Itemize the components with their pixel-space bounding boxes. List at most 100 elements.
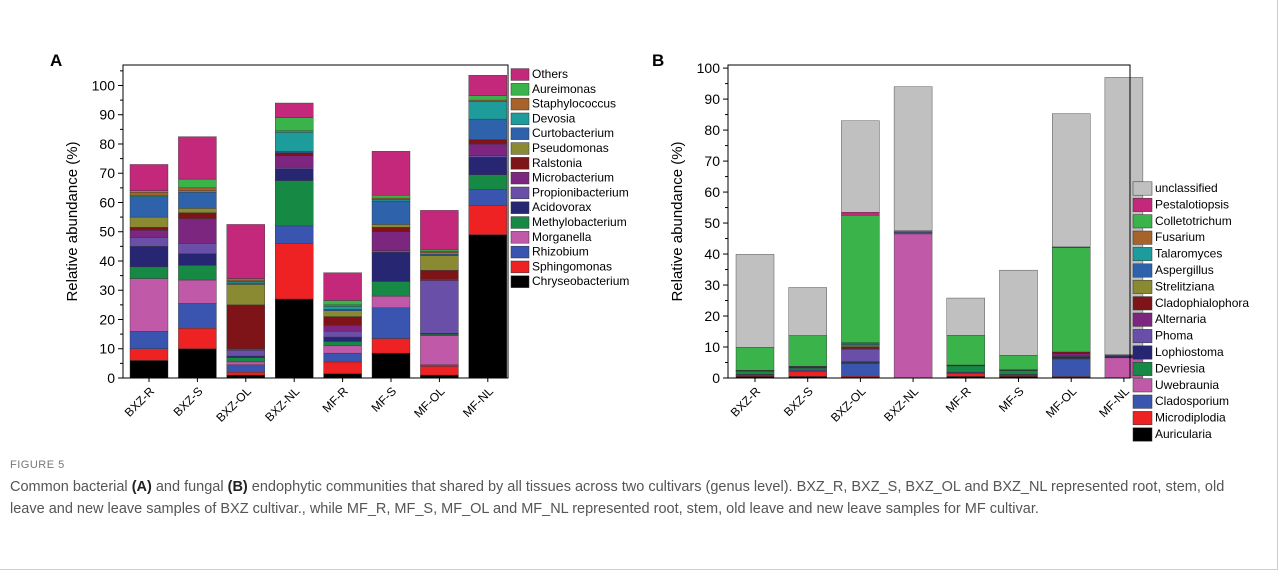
legend-label: Curtobacterium [532,126,614,140]
bar-segment [420,280,459,334]
legend-swatch [1132,411,1153,426]
legend-swatch [1132,361,1153,376]
y-tick-label: 50 [704,215,720,231]
bar-segment [275,180,314,227]
bar-segment [841,120,880,213]
legend-swatch [510,260,530,274]
bar-segment [129,192,169,196]
bar-segment [226,348,266,351]
bar-segment [129,330,169,349]
bar-segment [275,151,314,153]
figure-caption: Common bacterial (A) and fungal (B) endo… [10,476,1250,520]
legend-swatch [510,231,530,244]
caption-panel-ref-a: (A) [131,479,152,495]
bar-segment [468,174,507,190]
legend-label: Fusarium [1155,230,1205,244]
bar-segment [226,224,266,279]
bar-segment [371,352,411,379]
bar-segment [226,357,266,363]
bar-segment [323,361,362,374]
bar-segment [999,269,1038,356]
legend-swatch [1132,312,1153,327]
y-tick-label: 20 [99,311,115,327]
bar-segment [323,272,362,301]
bar-segment [468,205,507,235]
bar-segment [468,75,507,96]
y-tick-label: 60 [704,184,720,200]
bar-segment [178,348,217,379]
bar-segment [841,363,880,377]
bar-segment [841,348,880,362]
legend-label: Colletotrichum [1155,214,1232,228]
bar-segment [226,350,266,357]
bar-segment [946,365,985,373]
y-tick-label: 70 [704,153,720,169]
x-tick-label: BXZ-S [781,384,816,419]
bar-segment [1051,356,1091,359]
bar-segment [420,210,459,251]
x-tick-label: BXZ-R [728,384,764,420]
legend-label: unclassified [1155,181,1218,195]
legend-swatch [510,275,530,288]
x-tick-label: BXZ-S [171,384,206,419]
bar-segment [371,281,411,297]
legend-label: Aureimonas [532,82,596,96]
bar-segment [371,224,411,228]
bar-segment [735,347,775,371]
bar-segment [323,310,362,317]
legend-swatch [1132,230,1153,245]
legend: unclassified Pestalotiopsis Colletotrichum… [1132,181,1249,442]
legend-swatch [1132,394,1153,409]
bar-segment [999,355,1038,370]
legend-label: Staphylococcus [532,97,616,111]
y-tick-label: 0 [107,370,115,386]
x-tick-label: BXZ-OL [213,384,254,425]
bar-segment [129,227,169,231]
legend-label: Phoma [1155,329,1193,343]
y-tick-label: 90 [99,107,115,123]
bar-segment [946,297,985,336]
bar-segment [420,333,459,336]
bar-segment [788,370,827,373]
bar-segment [129,348,169,361]
bar-segment [178,303,217,329]
bar-segment [420,364,459,367]
bar-segment [226,282,266,285]
legend-swatch [1132,329,1153,344]
x-tick-label: BXZ-NL [881,384,921,424]
bar-segment [841,346,880,349]
bar-segment [226,278,266,281]
legend-swatch [510,201,530,214]
y-axis-label: Relative abundance (%) [669,141,686,301]
legend: OthersAureimonasStaphylococcusDevosiaCur… [510,67,629,288]
bar-segment [371,151,411,196]
bar-segment [178,328,217,349]
bar-segment [129,237,169,247]
bar-segment [371,250,411,253]
caption-part: endophytic communities that shared by al… [10,479,1225,517]
bar-segment [226,371,266,376]
legend-label: Morganella [532,230,592,244]
y-tick-label: 100 [92,77,116,93]
bar-segment [323,306,362,310]
x-tick-label: BXZ-OL [828,384,869,425]
legend-label: Auricularia [1155,427,1212,441]
bar-segment [178,208,217,213]
legend-label: Others [532,67,568,81]
y-tick-label: 90 [704,91,720,107]
x-tick-label: MF-R [320,384,351,415]
legend-swatch [510,112,530,126]
y-tick-label: 60 [99,194,115,210]
bar-segment [371,295,411,308]
bar-segment [275,167,314,170]
legend-swatch [510,245,530,259]
bar-segment [129,278,169,332]
bar-segment [178,265,217,281]
bar-segment [129,216,169,228]
legend-swatch [1132,247,1153,262]
legend-label: Uwebraunia [1155,378,1219,392]
x-tick-label: MF-OL [1043,384,1080,421]
legend-swatch [510,186,530,200]
legend-label: Devriesia [1155,361,1205,375]
